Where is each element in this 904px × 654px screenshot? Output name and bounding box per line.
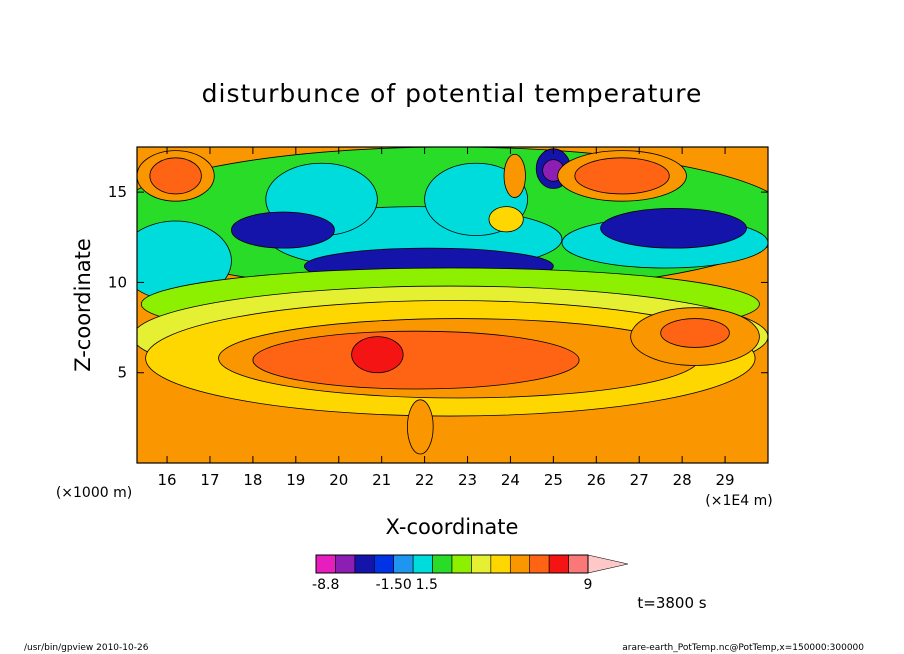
x-tick-label-28: 28 [673, 471, 692, 489]
colorbar-label-2: 1.5 [416, 577, 438, 593]
colorbar-frame [315, 554, 589, 574]
colorbar-box-1 [335, 554, 356, 574]
footer-right: arare-earth_PotTemp.nc@PotTemp,x=150000:… [622, 643, 864, 653]
x-tick-label-25: 25 [544, 471, 563, 489]
y-tick-label-15: 15 [108, 183, 127, 201]
x-tick-label-18: 18 [243, 471, 262, 489]
colorbar-box-2 [354, 554, 375, 574]
x-tick-label-20: 20 [329, 471, 348, 489]
colorbar-box-4 [393, 554, 414, 574]
colorbar-label-0: -8.8 [312, 577, 339, 593]
contour-region-22 [574, 157, 670, 195]
y-tick-label-5: 5 [117, 364, 127, 382]
colorbar-box-10 [509, 554, 531, 574]
colorbar-box-9 [490, 554, 511, 574]
colorbar-labels: -8.8 -1.50 1.5 9 [312, 577, 592, 593]
y-tick-label-10: 10 [108, 273, 127, 291]
x-tick-label-27: 27 [630, 471, 649, 489]
x-axis-multiplier: (×1E4 m) [705, 493, 772, 509]
x-tick-label-16: 16 [158, 471, 177, 489]
plot-frame [136, 146, 769, 464]
x-axis-title: X-coordinate [386, 515, 519, 539]
contour-region-20 [149, 157, 202, 195]
x-tick-label-22: 22 [415, 471, 434, 489]
y-axis: 5 10 15 [108, 183, 768, 382]
contour-region-25 [407, 399, 434, 455]
contour-region-8 [600, 207, 747, 249]
y-axis-title: Z-coordinate [71, 238, 95, 372]
x-tick-label-29: 29 [716, 471, 735, 489]
contour-region-18 [351, 336, 404, 374]
x-tick-label-19: 19 [286, 471, 305, 489]
y-axis-multiplier: (×1000 m) [56, 485, 132, 501]
contour-region-23 [503, 153, 526, 198]
footer-left: /usr/bin/gpview 2010-10-26 [24, 643, 149, 653]
colorbar-box-13 [568, 554, 589, 574]
colorbar-box-7 [451, 554, 472, 574]
colorbar-box-12 [548, 554, 569, 574]
contour-region-24 [488, 206, 524, 233]
x-tick-label-17: 17 [200, 471, 219, 489]
colorbar-box-6 [432, 554, 453, 574]
x-tick-label-26: 26 [587, 471, 606, 489]
contour-region-16 [252, 330, 580, 390]
colorbar-arrow [587, 554, 629, 574]
colorbar-box-11 [529, 554, 550, 574]
x-axis: 16 17 18 19 20 21 22 23 24 25 26 27 28 29 [158, 147, 735, 489]
colorbar-box-3 [373, 554, 395, 574]
colorbar-box-8 [471, 554, 492, 574]
contour-region-17 [660, 318, 730, 348]
colorbar-box-5 [412, 554, 433, 574]
time-label: t=3800 s [637, 594, 706, 612]
x-tick-label-23: 23 [458, 471, 477, 489]
plot-area [136, 146, 769, 464]
contour-region-7 [231, 211, 335, 249]
x-tick-label-24: 24 [501, 471, 520, 489]
x-tick-label-21: 21 [372, 471, 391, 489]
colorbar-box-0 [315, 554, 336, 574]
colorbar-label-1: -1.50 [376, 577, 412, 593]
colorbar [315, 554, 629, 574]
chart-title: disturbunce of potential temperature [202, 79, 703, 108]
colorbar-label-3: 9 [584, 577, 593, 593]
